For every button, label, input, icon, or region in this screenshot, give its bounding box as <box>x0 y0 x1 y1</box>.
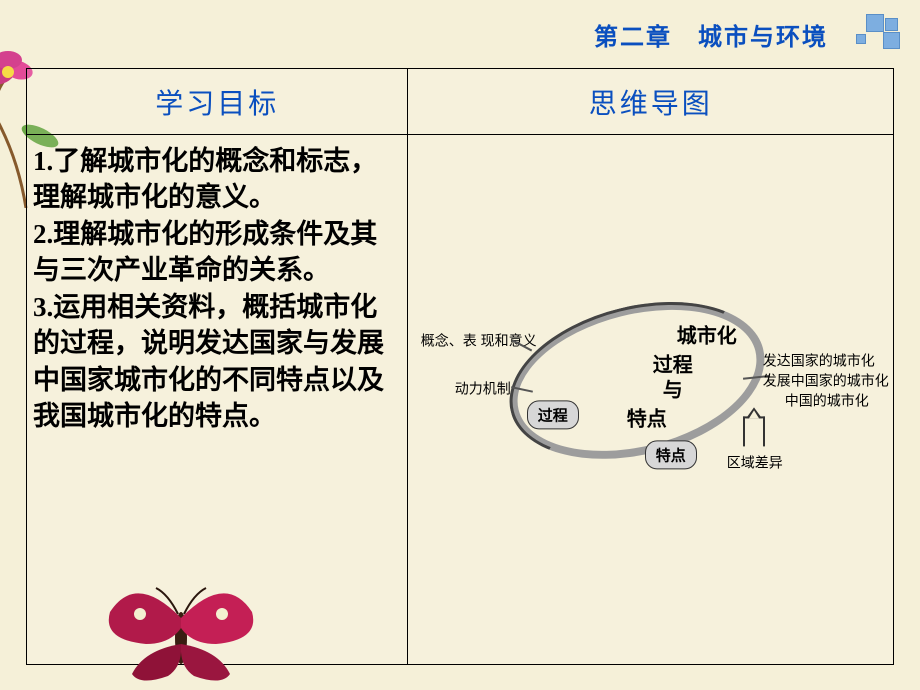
mindmap-diagram: 概念、表 现和意义 动力机制 过程 城市化 过程 与 特 <box>421 272 881 492</box>
mindmap-cell: 概念、表 现和意义 动力机制 过程 城市化 过程 与 特 <box>408 135 894 665</box>
main-table: 学习目标 思维导图 1.了解城市化的概念和标志，理解城市化的意义。 2.理解城市… <box>26 68 894 665</box>
pill-process: 过程 <box>527 400 579 429</box>
header-objectives: 学习目标 <box>27 69 408 135</box>
label-region: 区域差异 <box>727 452 783 472</box>
decor-squares-icon <box>844 14 900 54</box>
obj1-text: 了解城市化的概念和标志，理解城市化的意义。 <box>33 146 377 212</box>
center-line-mid: 与 <box>603 376 743 405</box>
objectives-cell: 1.了解城市化的概念和标志，理解城市化的意义。 2.理解城市化的形成条件及其与三… <box>27 135 408 665</box>
obj1-num: 1. <box>33 146 53 176</box>
label-dynamic: 动力机制 <box>421 378 511 398</box>
header-mindmap: 思维导图 <box>408 69 894 135</box>
obj2-text: 理解城市化的形成条件及其与三次产业革命的关系。 <box>33 219 377 285</box>
label-china: 中国的城市化 <box>785 390 869 410</box>
obj3-num: 3. <box>33 292 53 322</box>
center-line1: 城市化 <box>603 322 743 351</box>
center-line3: 特点 <box>603 405 743 434</box>
label-developed: 发达国家的城市化 <box>763 350 875 370</box>
label-developing: 发展中国家的城市化 <box>763 370 889 390</box>
obj2-num: 2. <box>33 219 53 249</box>
pill-feature: 特点 <box>645 440 697 469</box>
up-arrow-icon <box>743 416 765 446</box>
center-title: 城市化 过程 与 特点 <box>603 322 743 434</box>
obj3-text: 运用相关资料，概括城市化的过程，说明发达国家与发展中国家城市化的不同特点以及我国… <box>33 292 384 431</box>
content-area: 学习目标 思维导图 1.了解城市化的概念和标志，理解城市化的意义。 2.理解城市… <box>0 68 920 665</box>
label-concept: 概念、表 现和意义 <box>421 332 511 350</box>
chapter-title: 第二章 城市与环境 <box>594 17 828 52</box>
page-header: 第二章 城市与环境 <box>0 0 920 68</box>
objectives-text: 1.了解城市化的概念和标志，理解城市化的意义。 2.理解城市化的形成条件及其与三… <box>27 135 407 445</box>
